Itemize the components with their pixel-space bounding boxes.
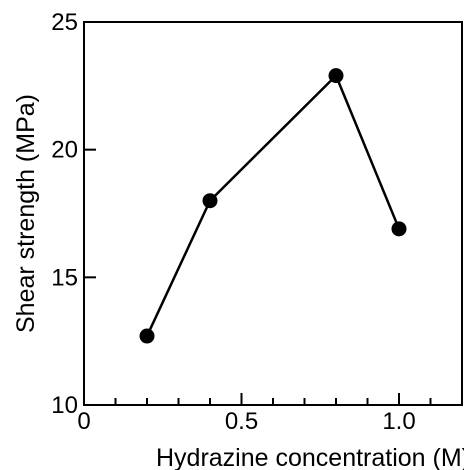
data-point — [391, 221, 407, 237]
x-axis-title: Hydrazine concentration (M) — [156, 444, 464, 470]
y-tick-label: 10 — [51, 392, 78, 419]
data-point — [202, 193, 218, 209]
data-series — [139, 68, 407, 344]
y-tick-label: 15 — [51, 264, 78, 291]
y-axis-title: Shear strength (MPa) — [12, 94, 40, 333]
y-tick-label: 20 — [51, 137, 78, 164]
x-tick-label: 1.0 — [382, 408, 415, 435]
x-axis-ticks: 0 0.5 1.0 — [77, 393, 432, 435]
data-point — [139, 328, 155, 344]
series-line — [145, 73, 401, 337]
data-point — [328, 68, 344, 84]
x-tick-label: 0 — [77, 408, 90, 435]
plot-frame — [83, 21, 463, 406]
y-tick-label: 25 — [51, 9, 78, 36]
x-tick-label: 0.5 — [225, 408, 258, 435]
y-axis-ticks: 10 15 20 25 — [51, 9, 96, 419]
